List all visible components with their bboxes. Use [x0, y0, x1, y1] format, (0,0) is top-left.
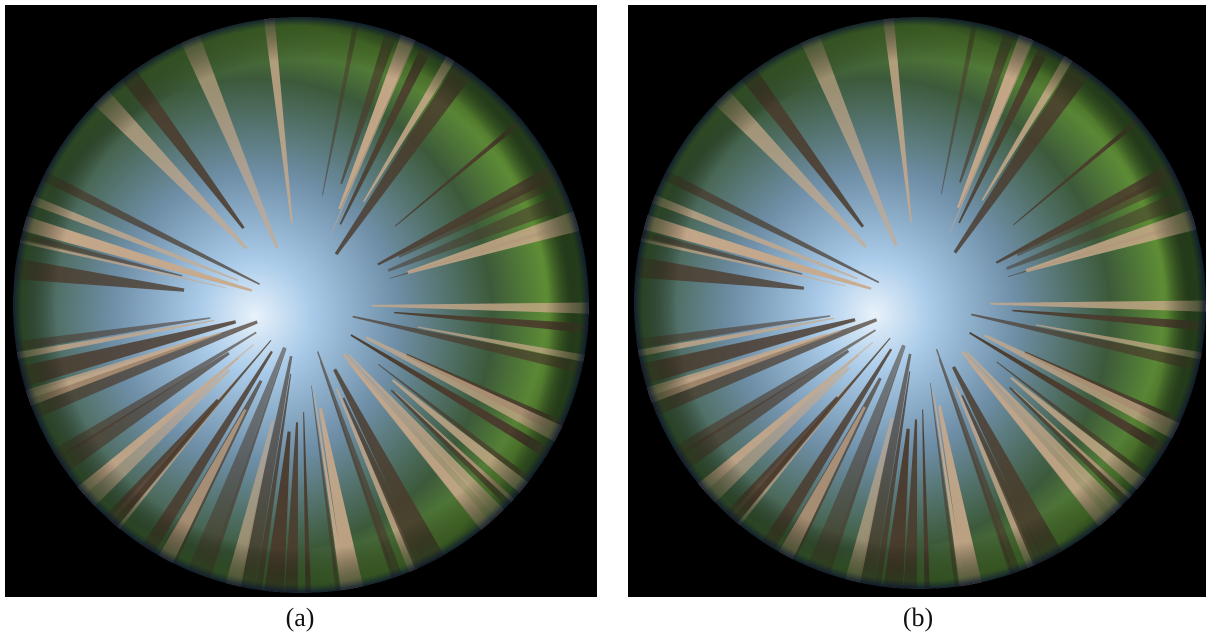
lens-rim	[634, 17, 1206, 589]
fisheye-photo	[634, 17, 1206, 589]
fisheye-photo	[13, 17, 589, 593]
panel-caption: (b)	[903, 603, 933, 632]
lens-rim	[13, 17, 589, 593]
panel-caption: (a)	[286, 603, 315, 632]
